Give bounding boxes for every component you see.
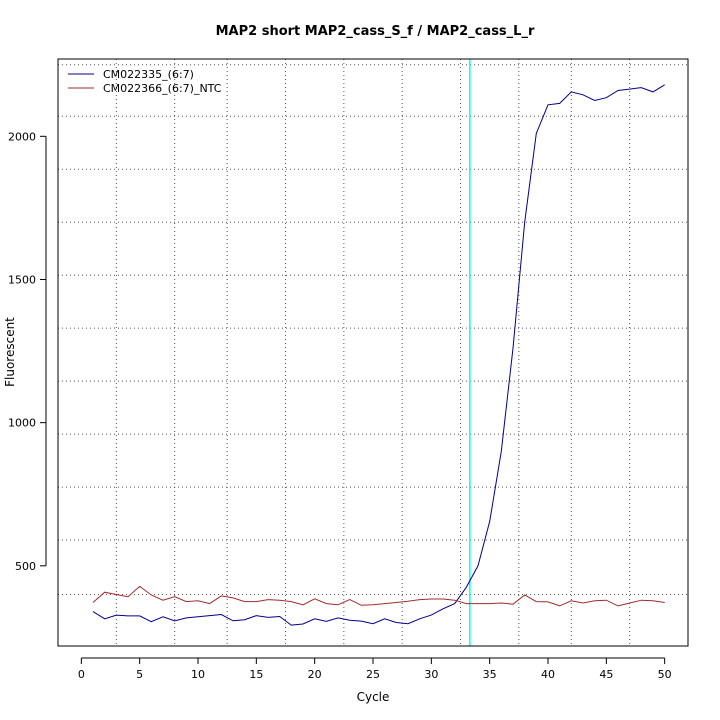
x-tick-label-6: 30	[424, 668, 438, 681]
y-tick-label-0: 500	[15, 560, 36, 573]
series-line-1	[92, 585, 665, 607]
y-tick-label-1: 1000	[8, 417, 36, 430]
y-tick-label-2: 1500	[8, 273, 36, 286]
x-tick-label-8: 40	[541, 668, 555, 681]
legend-label-0: CM022335_(6:7)	[103, 68, 194, 81]
grid-lines	[58, 59, 688, 646]
x-tick-label-4: 20	[308, 668, 322, 681]
x-axis-label: Cycle	[357, 690, 390, 704]
x-tick-label-1: 5	[136, 668, 143, 681]
chart-title: MAP2 short MAP2_cass_S_f / MAP2_cass_L_r	[216, 24, 535, 39]
y-axis: 500 1000 1500 2000	[8, 130, 47, 573]
x-axis: 0 5 10 15 20 25 30 35 40 45 50	[78, 657, 672, 681]
x-tick-label-10: 50	[658, 668, 672, 681]
x-tick-label-7: 35	[483, 668, 497, 681]
x-tick-label-0: 0	[78, 668, 85, 681]
plot-frame	[57, 58, 689, 647]
x-tick-label-3: 15	[249, 668, 263, 681]
y-axis-label: Fluorescent	[3, 317, 17, 387]
legend: CM022335_(6:7)CM022366_(6:7)_NTC	[68, 68, 222, 95]
legend-label-1: CM022366_(6:7)_NTC	[103, 82, 222, 95]
x-tick-label-5: 25	[366, 668, 380, 681]
y-tick-label-3: 2000	[8, 130, 36, 143]
series-lines	[92, 84, 665, 626]
series-line-0	[92, 84, 665, 626]
x-tick-label-9: 45	[599, 668, 613, 681]
x-tick-label-2: 10	[191, 668, 205, 681]
